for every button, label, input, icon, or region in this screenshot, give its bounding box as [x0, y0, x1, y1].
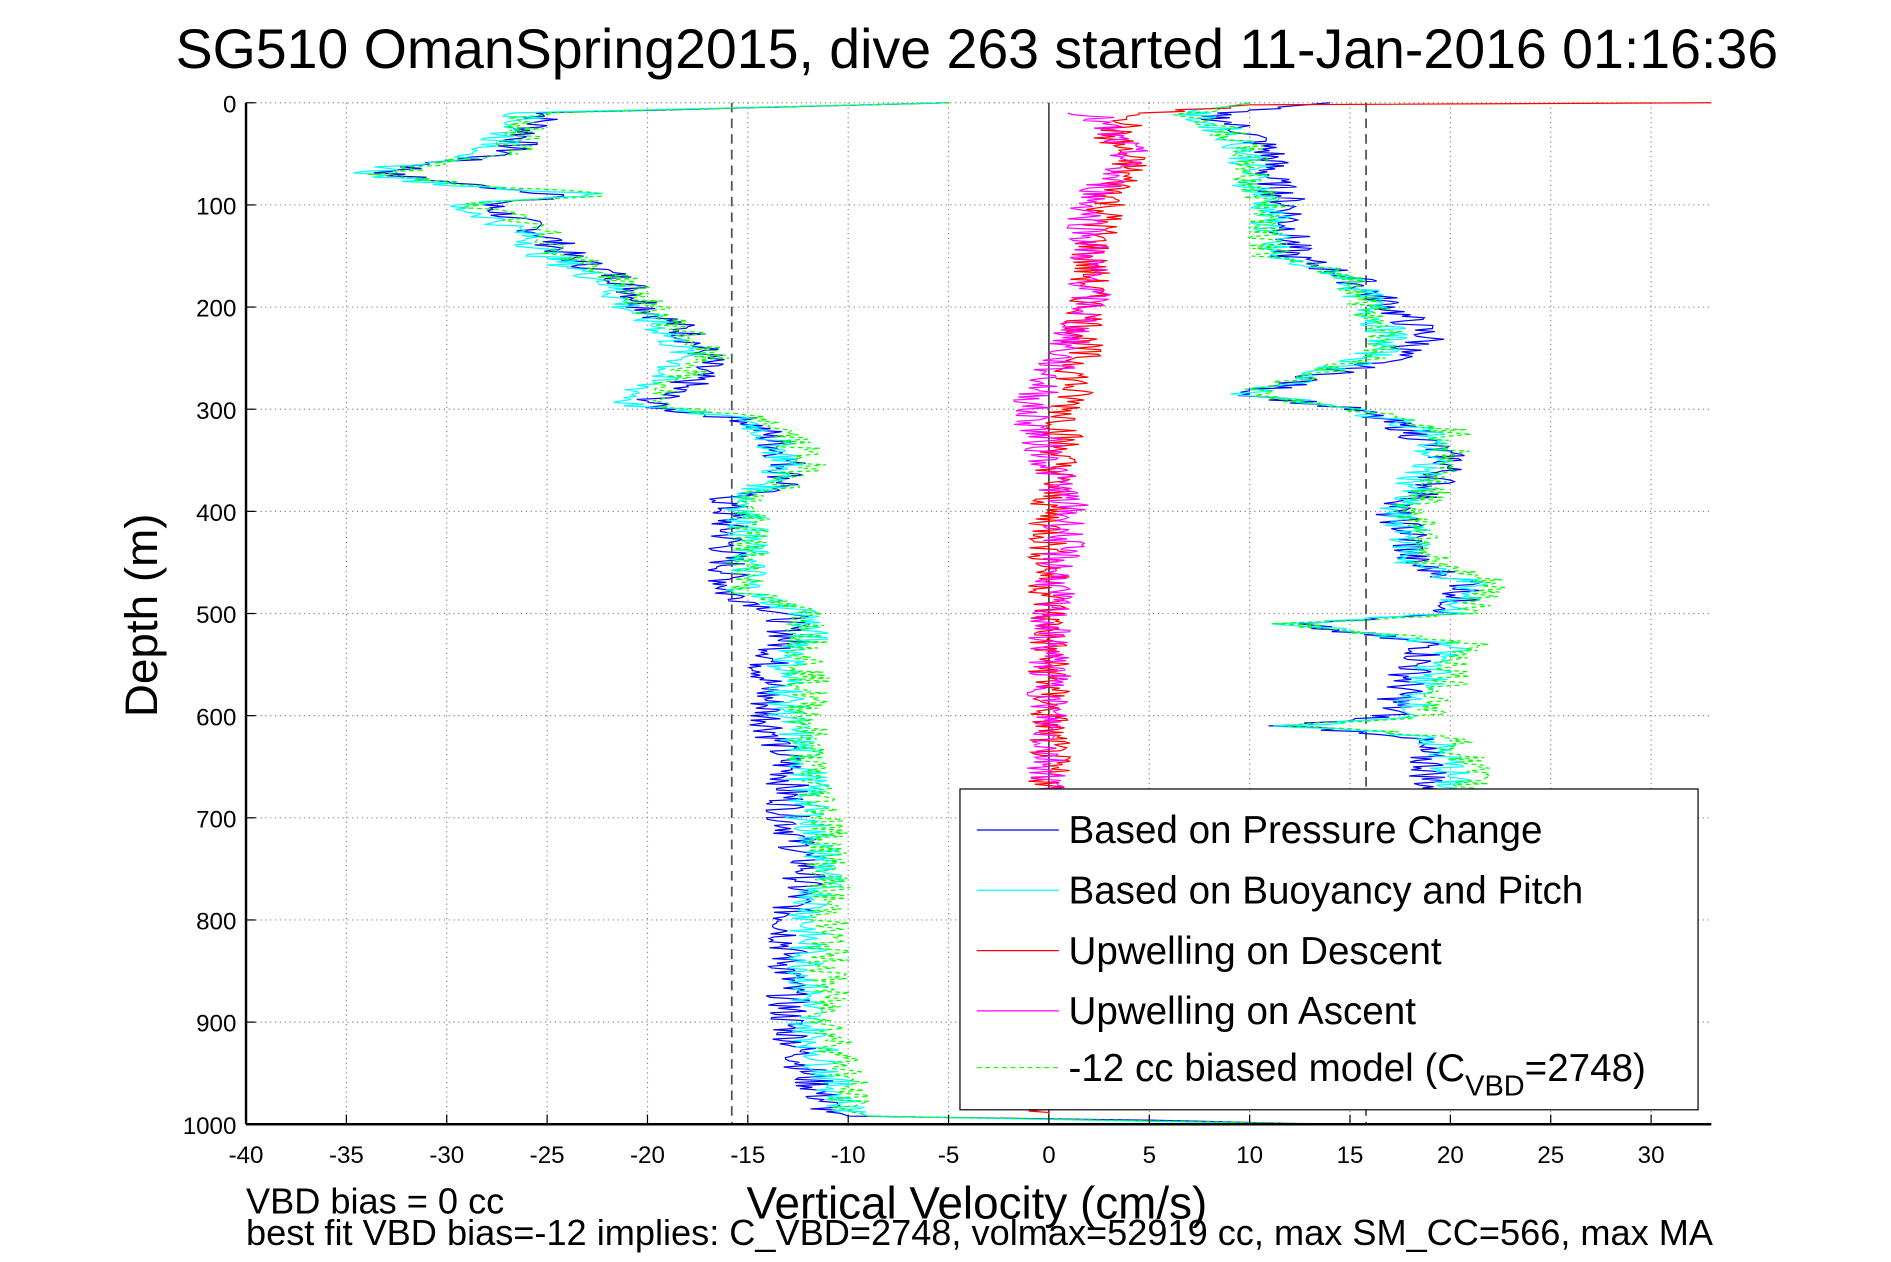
footer-line2: best fit VBD bias=-12 implies: C_VBD=274…	[246, 1212, 1714, 1253]
series-line-ascent	[1173, 102, 1506, 798]
x-tick-label: 25	[1537, 1142, 1564, 1169]
x-tick-label: -5	[938, 1142, 959, 1169]
x-tick-label: 30	[1638, 1142, 1665, 1169]
x-tick-label: -35	[329, 1142, 364, 1169]
series-line-descent	[373, 102, 1330, 1125]
x-tick-label: -25	[530, 1142, 565, 1169]
x-tick-label: 20	[1437, 1142, 1464, 1169]
y-tick-label: 200	[196, 296, 236, 323]
y-tick-label: 300	[196, 398, 236, 425]
x-tick-label: -20	[630, 1142, 665, 1169]
y-axis-label: Depth (m)	[116, 513, 167, 717]
y-tick-label: 600	[196, 704, 236, 731]
x-tick-label: 0	[1042, 1142, 1055, 1169]
legend: Based on Pressure Change Based on Buoyanc…	[959, 788, 1699, 1111]
y-tick-label: 800	[196, 909, 236, 936]
x-tick-label: -15	[730, 1142, 765, 1169]
y-tick-label: 1000	[183, 1113, 237, 1140]
series-line-ascent	[1012, 112, 1149, 798]
x-axis-label: Vertical Velocity (cm/s)	[746, 1177, 1207, 1228]
ticks: -40 -35 -30 -25 -20 -15 -10 -5 0 5 10 15 20 25 3001002…	[183, 91, 1665, 1168]
series-line-descent	[367, 102, 1351, 1125]
y-tick-label: 400	[196, 500, 236, 527]
legend-label: Based on Pressure Change	[1069, 809, 1543, 852]
legend-label: -12 cc biased model (CVBD=2748)	[1069, 1047, 1646, 1102]
legend-label: Upwelling on Ascent	[1069, 990, 1417, 1033]
y-tick-label: 500	[196, 602, 236, 629]
legend-box	[959, 788, 1699, 1111]
x-tick-label: -30	[429, 1142, 464, 1169]
footer-line1: VBD bias = 0 cc	[246, 1180, 504, 1221]
legend-label: Based on Buoyancy and Pitch	[1069, 870, 1584, 913]
y-tick-label: 100	[196, 194, 236, 221]
x-tick-label: -10	[831, 1142, 866, 1169]
y-tick-label: 900	[196, 1011, 236, 1038]
chart-title: SG510 OmanSpring2015, dive 263 started 1…	[176, 18, 1779, 80]
x-tick-label: 10	[1236, 1142, 1263, 1169]
y-tick-label: 0	[223, 91, 236, 118]
legend-label: Upwelling on Descent	[1069, 930, 1442, 973]
series-line-ascent	[1177, 102, 1488, 798]
x-tick-label: 15	[1337, 1142, 1364, 1169]
x-tick-label: 5	[1143, 1142, 1156, 1169]
y-tick-label: 700	[196, 806, 236, 833]
x-tick-label: -40	[229, 1142, 264, 1169]
